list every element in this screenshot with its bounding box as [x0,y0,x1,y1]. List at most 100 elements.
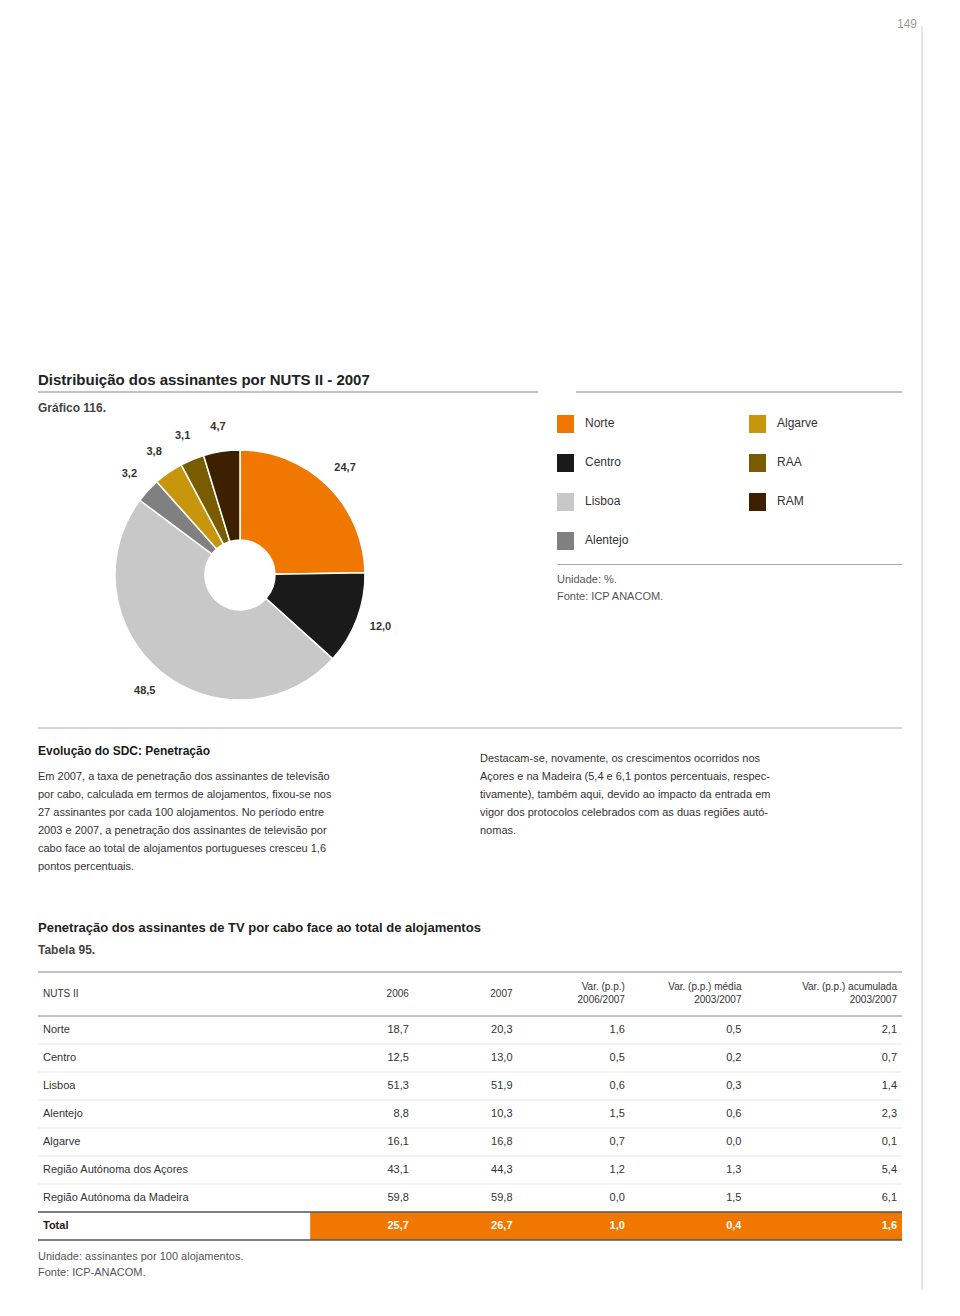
table-total-cell: 1,6 [882,1219,897,1231]
table-cell: 0,0 [610,1191,625,1203]
table-header: Var. (p.p.) acumulada2003/2007 [802,981,897,1005]
text-line: nomas. [480,824,516,836]
source-note: Fonte: ICP-ANACOM. [38,1266,146,1278]
table-cell: 1,5 [610,1107,625,1119]
table-cell: 1,4 [882,1079,897,1091]
text-line: pontos percentuais. [38,860,134,872]
chart-subtitle: Gráfico 116. [38,401,106,415]
page: 149Distribuição dos assinantes por NUTS … [0,0,960,1316]
table-rule [38,1239,902,1240]
table-cell: 0,2 [726,1051,741,1063]
legend-label: Norte [585,416,615,430]
text-line: Var. (p.p.) média [668,981,742,992]
table-cell: 0,1 [882,1135,897,1147]
table-cell: 13,0 [491,1051,512,1063]
table-cell: 0,5 [610,1051,625,1063]
table-row-rule [38,1044,902,1045]
total-highlight [310,1212,902,1240]
table-header: Var. (p.p.)2006/2007 [578,981,626,1005]
text-line: tivamente), também aqui, devido ao impac… [480,788,770,800]
table-cell: 2,3 [882,1107,897,1119]
table-cell: 51,3 [387,1079,408,1091]
table-row-rule [38,1156,902,1157]
legend-label: RAA [777,455,802,469]
table-cell: Algarve [43,1135,80,1147]
table-cell: 0,0 [726,1135,741,1147]
table-cell: Lisboa [43,1079,76,1091]
table-cell: 2,1 [882,1023,897,1035]
table-cell: Norte [43,1023,70,1035]
legend-swatch [557,454,574,472]
table-row-rule [38,1072,902,1073]
text-line: Destacam-se, novamente, os crescimentos … [480,752,761,764]
table: NUTS II20062007Var. (p.p.)2006/2007Var. … [43,981,902,1240]
legend-swatch [749,454,766,472]
pie [115,450,365,700]
table-cell: 20,3 [491,1023,512,1035]
table-total-cell: 0,4 [726,1219,742,1231]
text-line: Var. (p.p.) acumulada [802,981,897,992]
table-cell: 1,6 [610,1023,625,1035]
legend-swatch [557,415,574,433]
table-cell: 0,6 [726,1107,741,1119]
table-cell: 0,3 [726,1079,741,1091]
text-title: Evolução do SDC: Penetração [38,744,210,758]
table-header: NUTS II [43,988,79,999]
legend-label: Algarve [777,416,818,430]
text-line: Açores e na Madeira (5,4 e 6,1 pontos pe… [480,770,770,782]
legend-swatch [557,493,574,511]
table-cell: 1,3 [726,1163,741,1175]
text-line: 2003 e 2007, a penetração dos assinantes… [38,824,327,836]
legend-label: Alentejo [585,533,629,547]
table-cell: Região Autónoma dos Açores [43,1163,188,1175]
table-cell: 44,3 [491,1163,512,1175]
data-labels: 24,712,048,53,23,83,14,7 [122,420,391,696]
separator [557,564,902,565]
table-rule [38,1016,902,1017]
table-total-cell: 25,7 [387,1219,408,1231]
table-cell: 5,4 [882,1163,897,1175]
table-subtitle: Tabela 95. [38,943,95,957]
table-cell: Região Autónoma da Madeira [43,1191,189,1203]
table-cell: 8,8 [394,1107,409,1119]
table-cell: 18,7 [387,1023,408,1035]
text-line: 2003/2007 [694,994,742,1005]
table-cell: Centro [43,1051,76,1063]
data-label: 3,8 [146,445,161,457]
data-label: 4,7 [210,420,225,432]
text-line: por cabo, calculada em termos de alojame… [38,788,332,800]
table-cell: Alentejo [43,1107,83,1119]
edge-rule [922,26,923,1290]
legend-swatch [749,415,766,433]
table-cell: 1,5 [726,1191,741,1203]
table-title: Penetração dos assinantes de TV por cabo… [38,920,481,935]
table-cell: 59,8 [491,1191,512,1203]
table-header: 2006 [387,988,410,999]
table-cell: 43,1 [387,1163,408,1175]
chart-title: Distribuição dos assinantes por NUTS II … [38,371,370,388]
table-total-cell: 1,0 [610,1219,625,1231]
table-cell: 6,1 [882,1191,897,1203]
unit-note: Unidade: %. [557,573,617,585]
table-cell: 0,7 [882,1051,897,1063]
table-row-rule [38,1184,902,1185]
table-rule [38,972,902,973]
separator [38,727,902,728]
table-header: 2007 [490,988,513,999]
data-label: 3,2 [122,467,137,479]
table-cell: 16,8 [491,1135,512,1147]
text-line: vigor dos protocolos celebrados com as d… [480,806,768,818]
legend: NorteCentroLisboaAlentejoAlgarveRAARAM [557,415,818,550]
text-body: Em 2007, a taxa de penetração dos assina… [38,770,332,872]
table-cell: 0,6 [610,1079,625,1091]
data-label: 12,0 [370,620,391,632]
table-cell: 51,9 [491,1079,512,1091]
source-note: Fonte: ICP ANACOM. [557,590,663,602]
table-cell: 1,2 [610,1163,625,1175]
legend-swatch [749,493,766,511]
table-cell: 0,7 [610,1135,625,1147]
separator [576,391,902,392]
unit-note: Unidade: assinantes por 100 alojamentos. [38,1250,243,1262]
text-line: Var. (p.p.) [582,981,625,992]
table-cell: 0,5 [726,1023,741,1035]
